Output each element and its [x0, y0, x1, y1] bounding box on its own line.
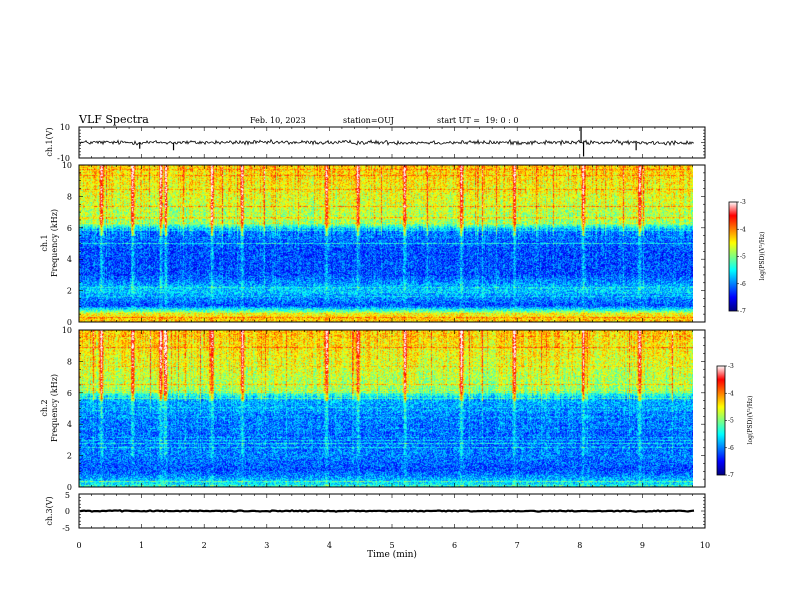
- ch1-ylabel: ch.1(V): [45, 127, 54, 156]
- colorbar-tick-label: -4: [728, 390, 734, 397]
- ch3-ylabel: ch.3(V): [45, 496, 54, 525]
- ch1-waveform-ticks: [78, 126, 706, 159]
- freq-tick-label: 4: [67, 255, 72, 264]
- ch1-colorbar-label: log(PSD)(V²/Hz): [759, 232, 766, 281]
- ch2-colorbar-label: log(PSD)(V²/Hz): [747, 396, 754, 445]
- ch3-waveform-panel: 5 0 -5 ch.3(V) 0 1 2 3 4 5 6 7 8 9 10 Time (min): [45, 491, 710, 560]
- freq-tick-label: 8: [67, 357, 72, 366]
- time-tick-label: 5: [389, 541, 394, 550]
- time-tick-label: 4: [327, 541, 332, 550]
- figure-title: VLF Spectra: [78, 113, 149, 126]
- ch1-colorbar-ticks: -3 -4 -5 -6 -7: [737, 199, 746, 315]
- freq-tick-label: 0: [67, 318, 72, 327]
- ch3-ytick-mid: 0: [65, 507, 70, 516]
- freq-tick-label: 10: [62, 161, 72, 170]
- freq-tick-label: 2: [67, 287, 72, 296]
- ch2-ylabel-frequency: Frequency (kHz): [50, 374, 59, 442]
- time-tick-label: 0: [76, 541, 81, 550]
- colorbar-tick-label: -7: [728, 472, 734, 479]
- colorbar-tick-label: -7: [740, 308, 746, 315]
- freq-tick-label: 4: [67, 420, 72, 429]
- ch1-waveform-line: [79, 138, 695, 147]
- ch2-frequency-ticks: 0 2 4 6 8 10: [62, 326, 705, 492]
- time-tick-label: 1: [139, 541, 144, 550]
- ch1-spectrogram-time-ticks: [78, 165, 706, 322]
- date-label: Feb. 10, 2023: [250, 116, 306, 125]
- time-tick-label: 10: [700, 541, 710, 550]
- colorbar-tick-label: -5: [740, 254, 746, 261]
- ch1-ytick-bottom: -10: [57, 154, 70, 163]
- freq-tick-label: 2: [67, 452, 72, 461]
- time-tick-label: 2: [202, 541, 207, 550]
- ch2-spectrogram-image: [79, 330, 693, 487]
- time-tick-label: 9: [640, 541, 645, 550]
- time-axis-tick-labels: 0 1 2 3 4 5 6 7 8 9 10: [76, 541, 710, 550]
- station-label: station=OUJ: [343, 116, 394, 125]
- ch3-waveform-line: [79, 509, 695, 513]
- colorbar-tick-label: -3: [740, 199, 746, 206]
- ch3-waveform-ticks: [78, 493, 706, 529]
- ch1-ytick-top: 10: [60, 123, 70, 132]
- time-tick-label: 3: [264, 541, 269, 550]
- ch1-spectrogram-image: [79, 165, 693, 322]
- colorbar-tick-label: -3: [728, 363, 734, 370]
- freq-tick-label: 10: [62, 326, 72, 335]
- ch2-colorbar-gradient: [717, 366, 725, 475]
- colorbar-tick-label: -4: [740, 226, 746, 233]
- start-time-label: start UT = 19: 0 : 0: [437, 116, 518, 125]
- ch2-spectrogram-panel: 0 2 4 6 8 10 ch.2 Frequency (kHz): [40, 326, 706, 492]
- colorbar-tick-label: -6: [728, 445, 734, 452]
- time-tick-label: 7: [515, 541, 520, 550]
- ch1-waveform-panel: 10 -10 ch.1(V): [45, 123, 706, 163]
- ch2-ylabel-channel: ch.2: [40, 399, 49, 416]
- ch1-frequency-ticks: 0 2 4 6 8 10: [62, 161, 705, 327]
- colorbar-tick-label: -6: [740, 281, 746, 288]
- freq-tick-label: 6: [67, 389, 72, 398]
- time-tick-label: 8: [577, 541, 582, 550]
- ch1-colorbar-gradient: [729, 202, 737, 311]
- ch1-colorbar: -3 -4 -5 -6 -7 log(PSD)(V²/Hz): [728, 199, 766, 315]
- ch1-ylabel-channel: ch.1: [40, 234, 49, 251]
- colorbar-tick-label: -5: [728, 418, 734, 425]
- freq-tick-label: 0: [67, 483, 72, 492]
- ch2-colorbar: -3 -4 -5 -6 -7 log(PSD)(V²/Hz): [716, 363, 754, 479]
- ch2-colorbar-ticks: -3 -4 -5 -6 -7: [725, 363, 734, 479]
- ch3-ytick-top: 5: [65, 491, 70, 500]
- ch2-spectrogram-time-ticks: [78, 330, 706, 487]
- time-tick-label: 6: [452, 541, 457, 550]
- time-axis-label: Time (min): [367, 549, 417, 560]
- freq-tick-label: 6: [67, 224, 72, 233]
- ch3-ytick-bottom: -5: [62, 524, 70, 533]
- ch1-ylabel-frequency: Frequency (kHz): [50, 209, 59, 277]
- ch1-waveform-frame: [78, 126, 706, 159]
- freq-tick-label: 8: [67, 192, 72, 201]
- ch1-waveform-spikes: [139, 127, 637, 157]
- ch1-spectrogram-panel: 0 2 4 6 8 10 ch.1 Frequency (kHz): [40, 161, 706, 327]
